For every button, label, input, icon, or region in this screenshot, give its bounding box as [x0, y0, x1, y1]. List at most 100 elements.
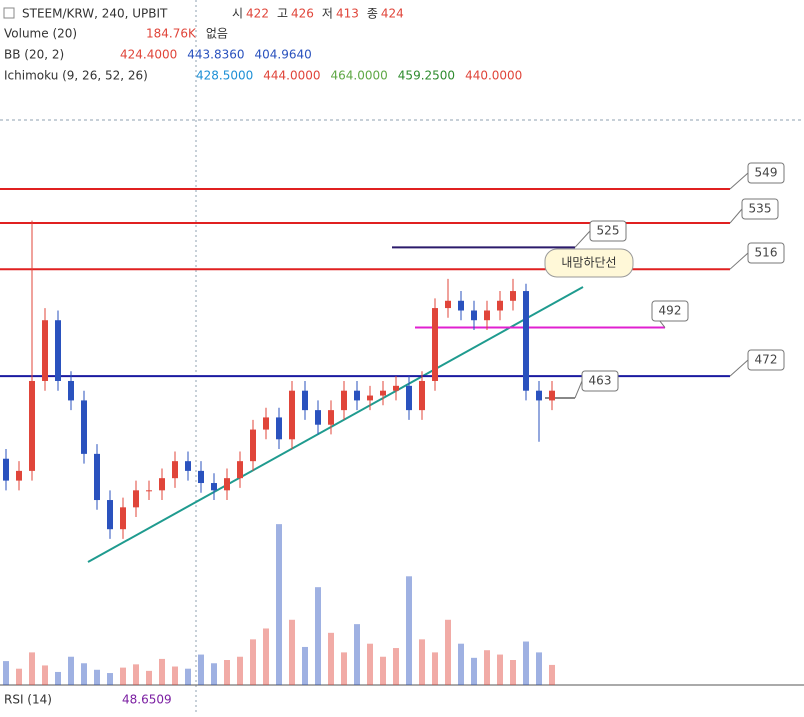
- level-label: 492: [659, 304, 682, 318]
- candle-body: [172, 461, 178, 479]
- ohlc-value: 426: [291, 7, 314, 21]
- collapse-icon: [3, 7, 15, 19]
- candle-body: [341, 390, 347, 411]
- label-pointer: [729, 208, 743, 224]
- candle-body: [198, 470, 204, 484]
- volume-bar: [380, 656, 386, 685]
- marks: 549 535 525 516 492 472 463: [0, 162, 785, 685]
- volume-bar: [432, 652, 438, 685]
- level-label: 516: [755, 246, 778, 260]
- volume-bar: [367, 643, 373, 685]
- volume-bar: [146, 670, 152, 685]
- volume-bar: [458, 643, 464, 685]
- volume-bar: [510, 660, 516, 685]
- candle-body: [107, 500, 113, 530]
- candle-body: [185, 461, 191, 471]
- candle-body: [432, 308, 438, 381]
- level-label: 525: [597, 224, 620, 238]
- level-label-box: [581, 370, 619, 392]
- ohlc-label: 시: [232, 7, 243, 21]
- candle-body: [224, 478, 230, 491]
- candle-body: [328, 410, 334, 425]
- candle-body: [523, 291, 529, 391]
- indicator-value: 404.9640: [255, 48, 312, 62]
- annotation-bubble: [544, 248, 634, 278]
- level-label-box: [589, 220, 627, 242]
- candle-body: [211, 483, 217, 491]
- indicator-value: 428.5000: [196, 69, 253, 83]
- ohlc-value: 413: [336, 7, 359, 21]
- volume-bar: [172, 666, 178, 685]
- indicator-value: 48.6509: [122, 693, 172, 707]
- candle-body: [393, 385, 399, 391]
- level-label: 463: [589, 374, 612, 388]
- label-pointer: [574, 230, 591, 248]
- candle-body: [146, 490, 152, 492]
- volume-bar: [29, 652, 35, 685]
- candle-body: [445, 300, 451, 309]
- label-pointer: [729, 252, 749, 270]
- candle-body: [42, 320, 48, 381]
- volume-bar: [237, 656, 243, 685]
- ohlc-label: 저: [322, 7, 333, 21]
- candle-body: [133, 490, 139, 508]
- candle-body: [55, 320, 61, 381]
- volume-bar: [159, 658, 165, 685]
- volume-bar: [289, 619, 295, 685]
- candle-body: [471, 310, 477, 321]
- indicator-name: RSI (14): [4, 693, 52, 707]
- label-pointer: [729, 172, 749, 190]
- volume-bar: [328, 632, 334, 685]
- volume-bar: [55, 671, 61, 685]
- volume-bar: [211, 663, 217, 685]
- level-label-box: [651, 300, 689, 322]
- volume-bar: [445, 619, 451, 685]
- level-label-box: [741, 198, 779, 220]
- volume-bar: [302, 646, 308, 685]
- volume-bar: [484, 650, 490, 685]
- level-label-box: [747, 349, 785, 371]
- volume-bar: [497, 654, 503, 685]
- candle-body: [250, 429, 256, 462]
- trend-line: [87, 286, 584, 563]
- candle-body: [497, 300, 503, 311]
- volume-bar: [3, 661, 9, 685]
- candle-body: [367, 395, 373, 401]
- candle-body: [510, 291, 516, 301]
- legend: STEEM/KRW, 240, UPBIT 시 422 고 426 저 413 종 424 Vol…: [3, 7, 522, 707]
- volume-bar: [198, 654, 204, 685]
- volume-bar: [354, 624, 360, 685]
- volume-bar: [250, 639, 256, 685]
- volume-bar: [549, 664, 555, 685]
- indicator-value: 444.0000: [263, 69, 320, 83]
- volume-bar: [224, 660, 230, 685]
- indicator-value: 440.0000: [465, 69, 522, 83]
- volume-bar: [120, 667, 126, 685]
- candle-body: [16, 470, 22, 481]
- volume-bar: [393, 648, 399, 685]
- candle-body: [380, 390, 386, 396]
- candle-body: [458, 300, 464, 311]
- level-label-box: [747, 162, 785, 184]
- volume-bar: [42, 665, 48, 685]
- symbol: STEEM/KRW, 240, UPBIT: [22, 7, 168, 21]
- level-label: 549: [755, 166, 778, 180]
- candle-body: [484, 310, 490, 321]
- indicator-value: 424.4000: [120, 48, 177, 62]
- candle-body: [29, 380, 35, 471]
- candle-body: [94, 453, 100, 501]
- volume-bar: [16, 668, 22, 685]
- level-label-box: [747, 242, 785, 264]
- volume-bar: [68, 656, 74, 685]
- candle-body: [302, 390, 308, 411]
- volume-bar: [523, 641, 529, 685]
- indicator-name: Volume (20): [4, 27, 77, 41]
- volume-bar: [185, 668, 191, 685]
- indicator-value: 464.0000: [331, 69, 388, 83]
- indicator-name: BB (20, 2): [4, 48, 64, 62]
- volume-bar: [94, 669, 100, 685]
- volume-bar: [263, 628, 269, 685]
- candle-body: [406, 385, 412, 411]
- ohlc-value: 422: [246, 7, 269, 21]
